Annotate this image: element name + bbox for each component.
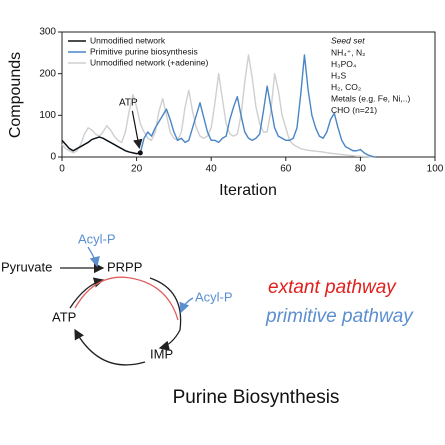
x-tick-label: 100 bbox=[427, 164, 444, 175]
node-label: PRPP bbox=[107, 259, 142, 274]
diagram: Acyl-P Pyruvate PRPP Acyl-P ATP IMP exta… bbox=[1, 231, 414, 408]
legend-label: Unmodified network bbox=[90, 35, 166, 45]
series-line bbox=[61, 54, 376, 158]
seed-set-item: NH₄⁺, N₂ bbox=[331, 47, 365, 57]
annotation-point bbox=[137, 150, 143, 156]
x-tick-label: 60 bbox=[280, 164, 292, 175]
x-axis-label: Iteration bbox=[219, 182, 277, 199]
node-label: Acyl-P bbox=[78, 231, 116, 246]
y-axis-label: Compounds bbox=[7, 52, 24, 138]
legend-label: Unmodified network (+adenine) bbox=[90, 57, 209, 67]
seed-set-title: Seed set bbox=[331, 35, 365, 45]
node-label: ATP bbox=[52, 309, 76, 324]
node-label: Pyruvate bbox=[1, 259, 52, 274]
seed-set-item: Metals (e.g. Fe, Ni,..) bbox=[331, 93, 411, 103]
diagram-title: Purine Biosynthesis bbox=[173, 387, 340, 408]
seed-set-item: H₂S bbox=[331, 70, 346, 80]
legend-label: Primitive purine biosynthesis bbox=[90, 46, 198, 56]
y-tick-label: 200 bbox=[39, 68, 56, 79]
node-label: Acyl-P bbox=[195, 289, 233, 304]
annotation-arrow bbox=[131, 110, 143, 150]
arrow bbox=[74, 276, 179, 321]
legend-label: extant pathway bbox=[268, 277, 397, 298]
seed-set-item: H₃PO₄ bbox=[331, 59, 357, 69]
y-tick-label: 0 bbox=[50, 152, 56, 163]
seed-set-item: CHO (n=21) bbox=[331, 105, 377, 115]
series-line bbox=[61, 136, 141, 155]
y-tick-label: 300 bbox=[39, 27, 56, 38]
arrow bbox=[69, 277, 105, 309]
arrow bbox=[149, 277, 182, 351]
node-label: IMP bbox=[150, 346, 173, 361]
legend-label: primitive pathway bbox=[265, 306, 414, 327]
plot-frame bbox=[61, 31, 436, 158]
seed-set-item: H₂, CO₂ bbox=[331, 82, 361, 92]
arrow bbox=[87, 246, 100, 268]
arrow bbox=[179, 297, 194, 314]
x-tick-label: 0 bbox=[59, 164, 65, 175]
arrow bbox=[74, 328, 146, 366]
y-tick-label: 100 bbox=[39, 110, 56, 121]
x-tick-label: 20 bbox=[131, 164, 143, 175]
x-tick-label: 40 bbox=[206, 164, 218, 175]
annotation-label: ATP bbox=[119, 97, 138, 108]
x-tick-label: 80 bbox=[355, 164, 367, 175]
plot: 0 100 200 300 0 20 40 60 80 100 Unmodified network… bbox=[39, 27, 443, 175]
